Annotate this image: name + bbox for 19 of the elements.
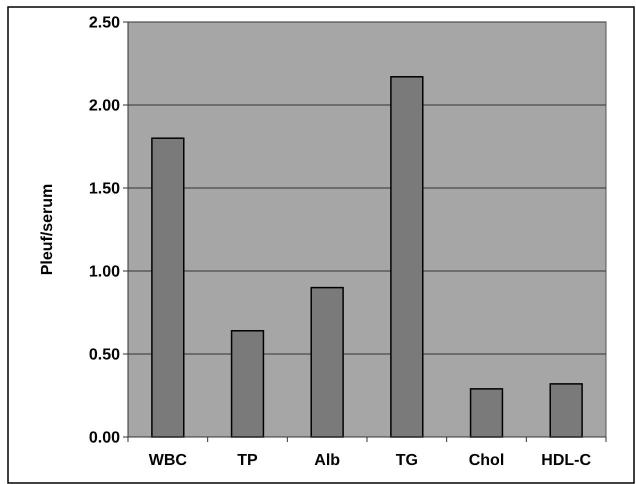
bar [310,286,344,438]
bar [390,76,424,438]
bar [549,383,583,438]
y-axis-title: Pleuf/serum [39,184,56,276]
x-tick-label: HDL-C [541,452,592,469]
x-tick-label: TP [237,452,258,469]
y-tick-label: 1.00 [88,264,120,281]
y-tick-label: 2.00 [88,98,120,115]
x-tick-label: Alb [314,452,340,469]
y-tick-label: 0.50 [88,346,120,364]
y-tick-label: 1.50 [88,180,120,198]
x-tick-label: Chol [468,452,504,469]
bar [151,137,185,438]
y-tick-label: 0.00 [88,430,120,447]
y-tick-label: 2.50 [88,14,120,32]
x-tick-label: TG [396,452,418,469]
bar [470,388,504,438]
x-tick-label: WBC [148,452,188,469]
bar [230,330,264,438]
